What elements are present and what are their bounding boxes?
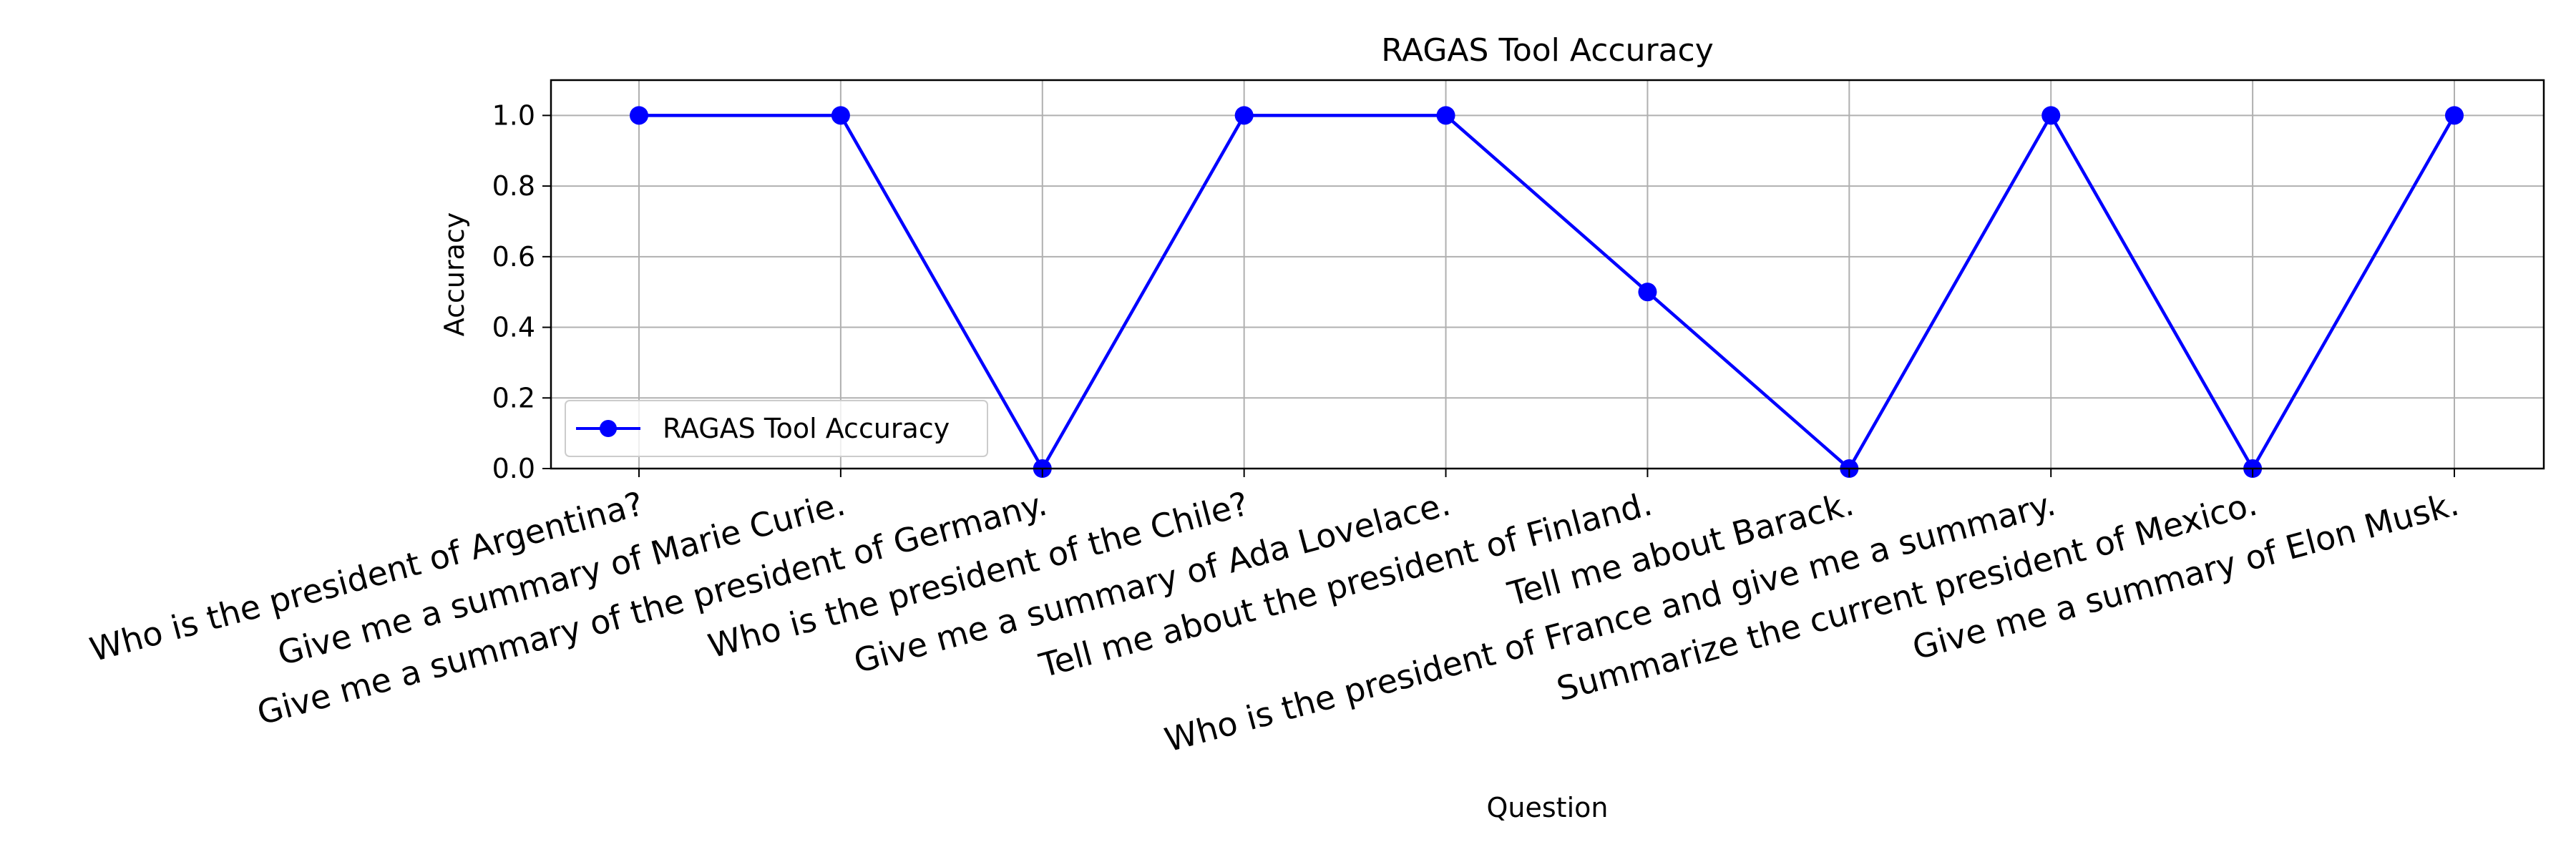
legend-label: RAGAS Tool Accuracy [663, 413, 950, 444]
data-point [831, 106, 850, 125]
data-point [1638, 283, 1657, 302]
data-point [630, 106, 648, 125]
y-tick-label: 0.6 [492, 241, 535, 273]
plot-frame [550, 79, 2545, 470]
legend-marker [600, 420, 617, 437]
y-tick-label: 1.0 [492, 99, 535, 131]
legend-box [565, 400, 988, 457]
data-point [2041, 106, 2061, 125]
y-tick-label: 0.2 [492, 382, 535, 413]
data-point [2445, 106, 2464, 125]
series-line [639, 114, 2456, 471]
y-tick-label: 0.8 [492, 170, 535, 202]
y-axis-label: Accuracy [439, 212, 470, 337]
grid [551, 80, 2544, 469]
chart-title: RAGAS Tool Accuracy [1381, 32, 1714, 69]
legend: RAGAS Tool Accuracy [565, 400, 988, 457]
data-point [1436, 106, 1455, 125]
y-tick-label: 0.4 [492, 312, 535, 343]
data-point [1234, 106, 1254, 125]
y-tick-label: 0.0 [492, 453, 535, 484]
x-axis-label: Question [1487, 792, 1609, 823]
